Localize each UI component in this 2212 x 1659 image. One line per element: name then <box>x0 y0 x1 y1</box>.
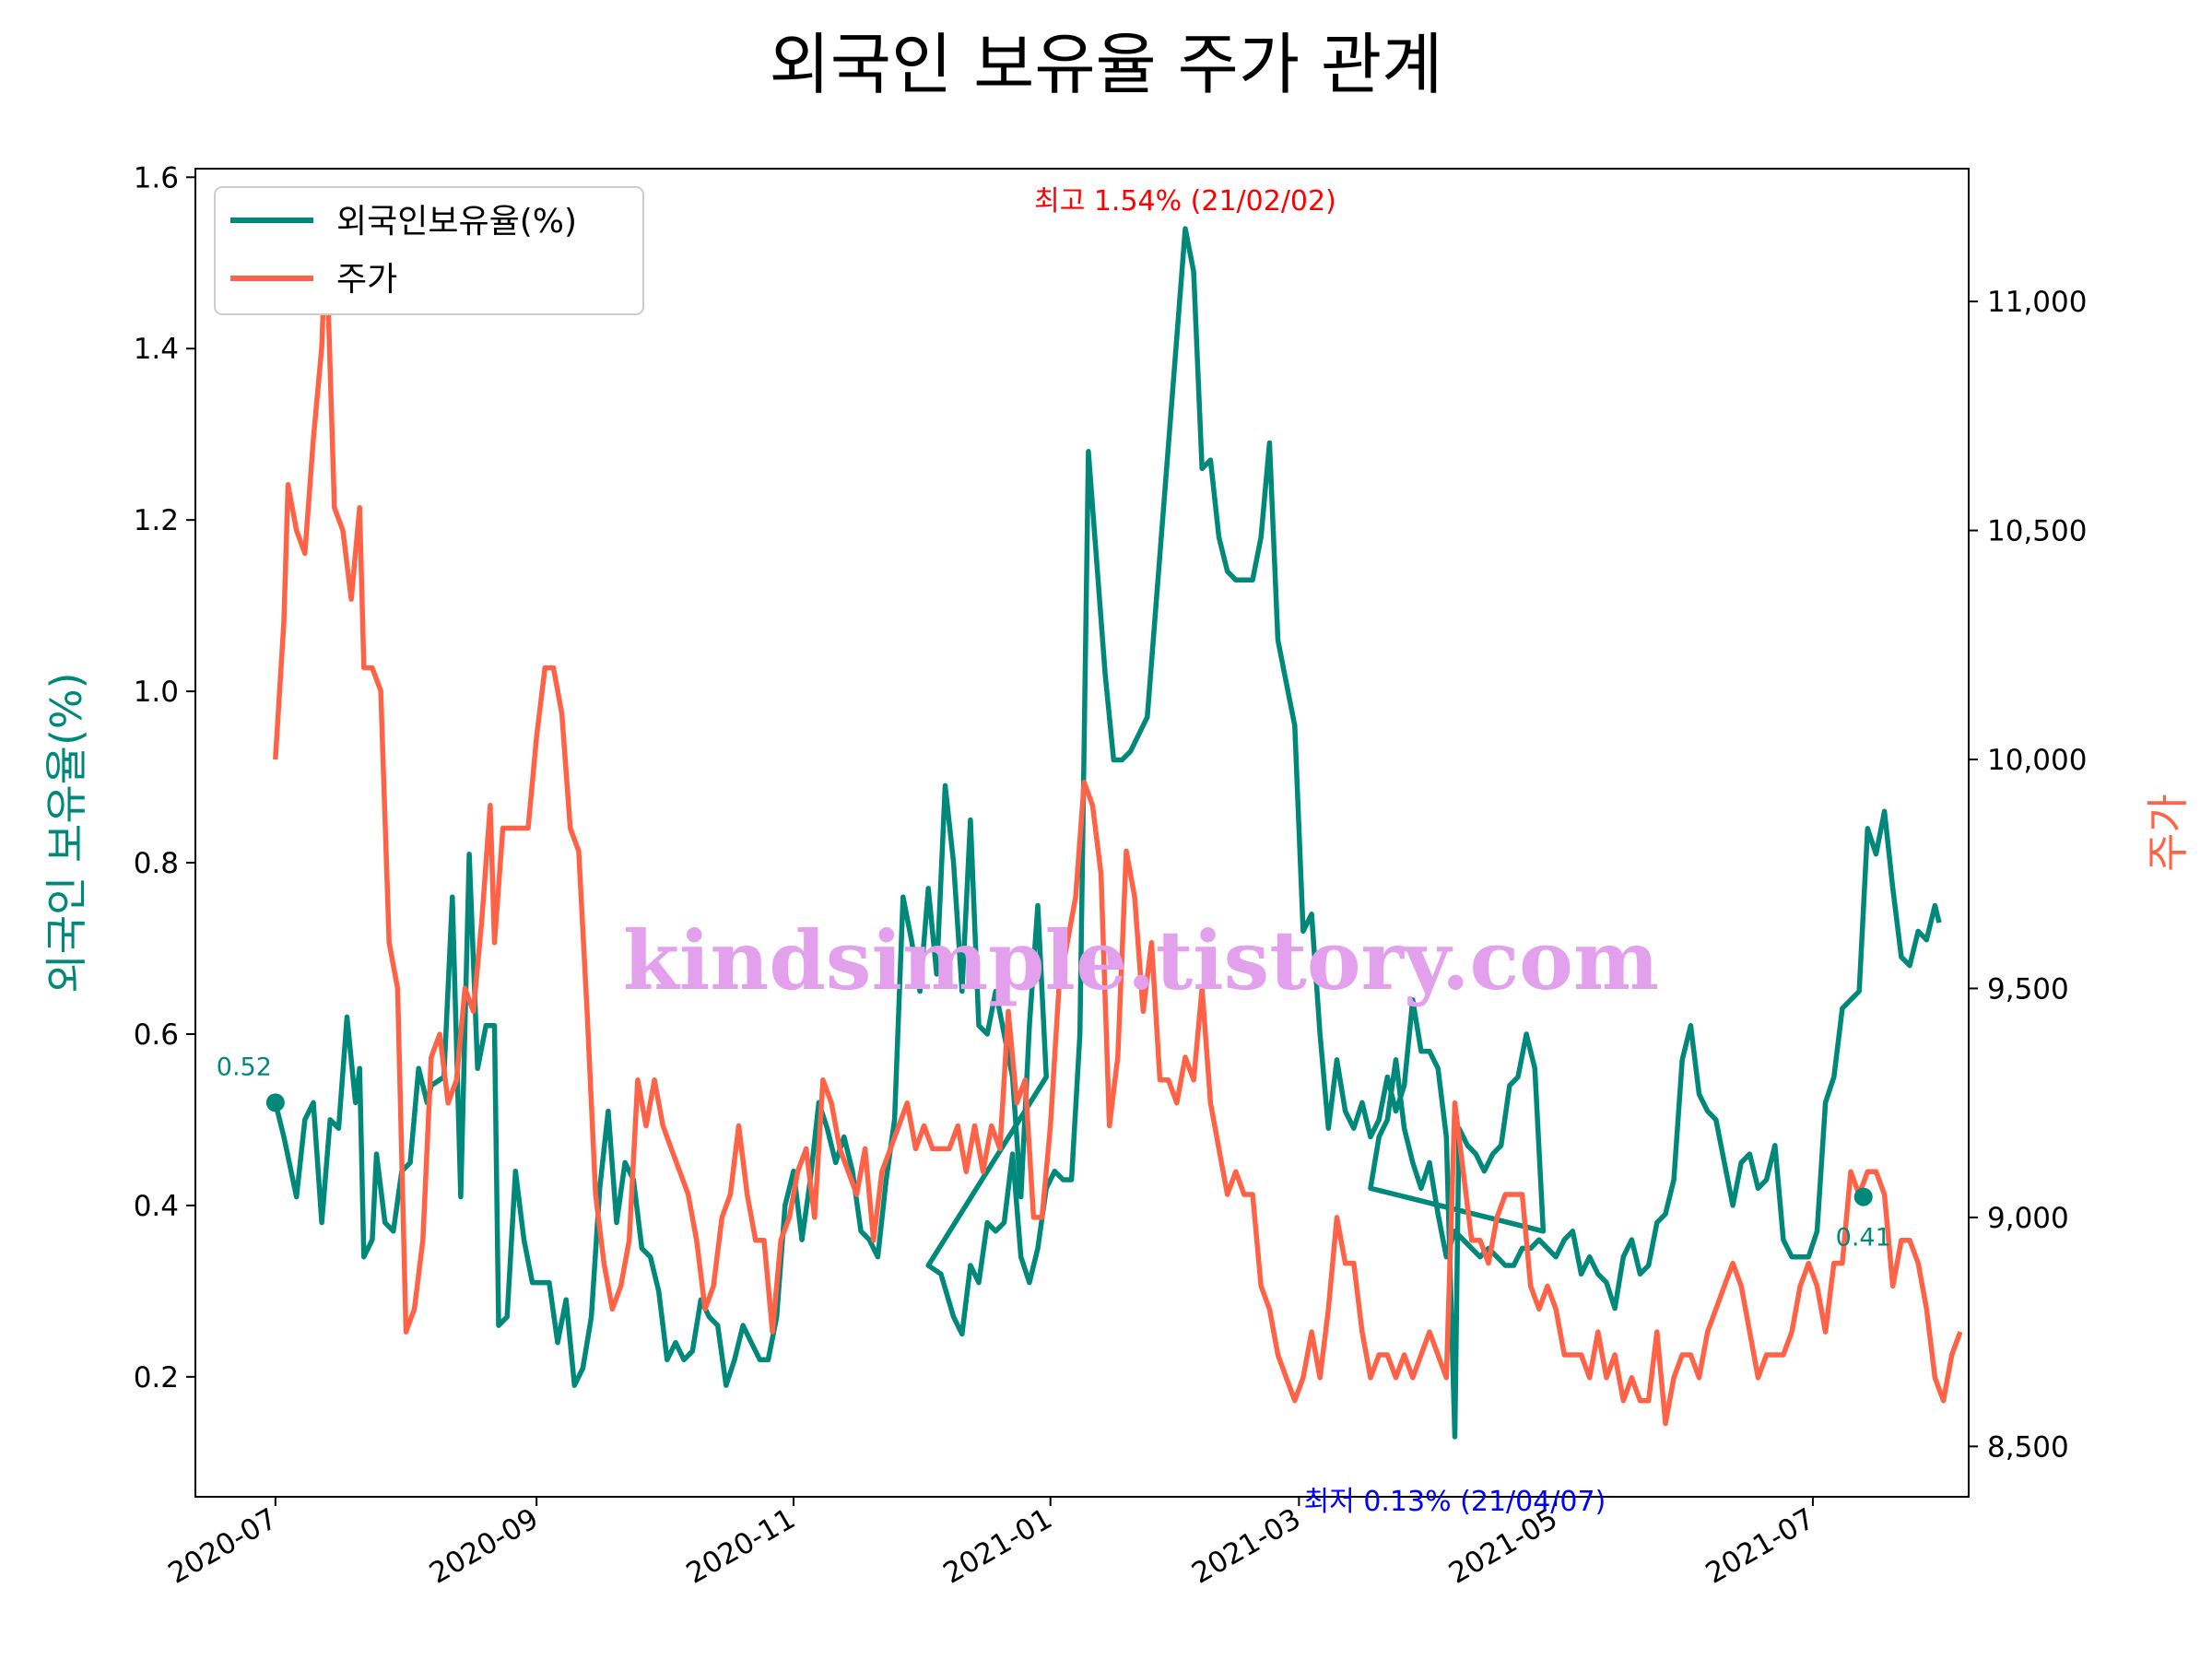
right-y-tick-label: 11,000 <box>1987 286 2087 319</box>
left-y-tick-label: 1.0 <box>134 676 179 709</box>
right-y-axis-label: 주가 <box>2143 794 2193 872</box>
min-annotation: 최저 0.13% (21/04/07) <box>1304 1486 1606 1518</box>
watermark-text: kindsimple.tistory.com <box>623 912 1659 1008</box>
legend-label-ownership: 외국인보유율(%) <box>336 203 577 241</box>
series-line-price <box>273 229 1963 1427</box>
end-value-label: 0.41 <box>1836 1224 1891 1253</box>
axes-frame <box>194 168 1970 1498</box>
right-y-tick-label: 9,000 <box>1987 1202 2069 1235</box>
left-y-tick-label: 0.8 <box>134 847 179 880</box>
series-line-ownership <box>273 226 1942 1440</box>
max-annotation: 최고 1.54% (21/02/02) <box>1034 185 1336 218</box>
start-marker <box>265 1093 285 1112</box>
left-y-tick-label: 1.2 <box>134 504 179 537</box>
right-y-tick-label: 9,500 <box>1987 972 2069 1006</box>
left-y-tick-label: 0.2 <box>134 1361 179 1394</box>
end-marker <box>1853 1187 1873 1206</box>
annotation-layer: 최고 1.54% (21/02/02) 최저 0.13% (21/04/07) 0.… <box>217 185 1891 1518</box>
left-y-tick-label: 1.4 <box>134 333 179 366</box>
left-y-tick-label: 0.4 <box>134 1190 179 1223</box>
chart-title: 외국인 보유율 주가 관계 <box>769 26 1442 103</box>
right-y-tick-label: 8,500 <box>1987 1430 2069 1464</box>
start-value-label: 0.52 <box>217 1053 272 1081</box>
left-y-axis-label: 외국인 보유율(%) <box>41 672 91 993</box>
series-layer <box>273 226 1963 1440</box>
left-y-tick-label: 0.6 <box>134 1018 179 1052</box>
right-y-tick-label: 10,000 <box>1987 744 2087 777</box>
legend-box <box>214 186 644 315</box>
legend: 외국인보유율(%) 주가 <box>214 186 644 315</box>
right-y-tick-label: 10,500 <box>1987 515 2087 548</box>
legend-label-price: 주가 <box>336 261 397 299</box>
left-y-tick-label: 1.6 <box>134 161 179 194</box>
